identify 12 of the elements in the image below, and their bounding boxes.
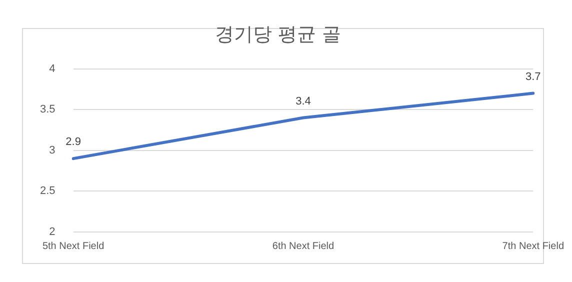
x-tick-label: 5th Next Field — [42, 240, 104, 252]
chart-title: 경기당 평균 골 — [214, 23, 342, 46]
y-tick-label: 2 — [49, 226, 56, 238]
x-tick-label: 6th Next Field — [272, 240, 334, 252]
y-tick-label: 4 — [49, 62, 56, 75]
data-label: 3.7 — [526, 70, 541, 83]
data-label: 2.9 — [66, 136, 81, 148]
y-tick-label: 2.5 — [40, 185, 56, 198]
x-tick-label: 7th Next Field — [502, 240, 564, 252]
data-label: 3.4 — [296, 95, 311, 108]
y-tick-label: 3.5 — [40, 104, 56, 116]
y-tick-label: 3 — [49, 144, 56, 156]
